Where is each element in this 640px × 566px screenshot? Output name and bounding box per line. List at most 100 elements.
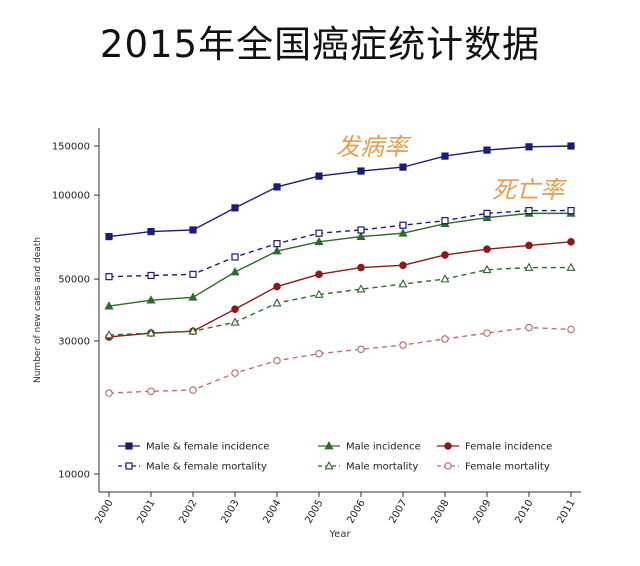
data-point (399, 221, 407, 229)
legend-item: Male & female incidence (118, 442, 269, 453)
data-point (146, 295, 156, 304)
y-axis-label: Number of new cases and death (33, 237, 43, 383)
data-point (441, 335, 449, 343)
data-point (147, 271, 155, 280)
legend-marker (125, 442, 133, 450)
data-point (566, 262, 576, 271)
y-tick-label: 150000 (52, 142, 90, 153)
data-point (272, 298, 282, 307)
y-tick-label: 30000 (58, 336, 90, 347)
data-point (440, 274, 450, 283)
data-point (567, 142, 575, 150)
legend-item: Male & female mortality (118, 462, 267, 473)
data-point (482, 264, 492, 274)
legend-label: Male mortality (346, 462, 418, 473)
legend-item: Female incidence (437, 442, 552, 453)
legend-label: Male incidence (346, 442, 421, 453)
data-point (231, 369, 239, 377)
data-point (147, 227, 155, 236)
data-point (189, 226, 197, 234)
legend-marker (324, 441, 334, 450)
data-point (356, 231, 366, 240)
data-point (399, 261, 407, 270)
data-point (525, 323, 533, 332)
data-point (230, 317, 240, 326)
x-tick-label: 2006 (345, 498, 367, 526)
data-point (105, 273, 113, 281)
legend-marker (324, 461, 334, 470)
data-point (525, 241, 533, 250)
data-point (315, 229, 323, 237)
series-line (108, 266, 571, 336)
series-line (108, 209, 571, 278)
x-tick-label: 2002 (177, 498, 199, 526)
x-tick-label: 2004 (261, 498, 283, 526)
incidence-annotation: 发病率 (336, 133, 412, 161)
data-point (230, 267, 240, 276)
data-point (315, 270, 323, 279)
data-point (357, 226, 365, 234)
legend-label: Male & female incidence (146, 442, 269, 453)
data-point (357, 263, 365, 272)
data-point (482, 212, 492, 222)
legend-label: Female incidence (465, 442, 552, 453)
data-point (189, 270, 197, 278)
data-point (483, 209, 491, 217)
data-point (483, 329, 491, 337)
legend-marker (444, 442, 452, 450)
data-point (231, 253, 239, 261)
x-tick-label: 2003 (219, 498, 241, 526)
data-point (525, 206, 533, 215)
series-0 (105, 142, 575, 241)
data-point (567, 325, 575, 334)
x-axis-label: Year (328, 529, 351, 540)
data-point (188, 292, 198, 301)
series-2 (105, 238, 575, 341)
legend-item: Male incidence (318, 441, 421, 453)
x-tick-label: 2010 (513, 498, 535, 526)
x-tick-label: 2007 (387, 498, 409, 526)
legend: Male & female incidence Male incidence Fem… (118, 441, 552, 473)
data-point (441, 152, 449, 160)
x-tick-label: 2009 (471, 498, 493, 526)
data-point (399, 341, 407, 349)
data-point (356, 284, 366, 293)
data-point (189, 386, 197, 394)
data-point (314, 289, 324, 298)
legend-item: Female mortality (437, 462, 550, 473)
data-point (272, 246, 282, 255)
data-point (524, 262, 534, 271)
data-point (273, 240, 281, 248)
data-point (146, 328, 156, 337)
data-point (188, 326, 198, 335)
data-point (231, 204, 239, 212)
data-point (273, 183, 281, 191)
data-point (105, 389, 113, 397)
y-tick-label: 10000 (58, 470, 90, 481)
page-title: 2015年全国癌症统计数据 (99, 23, 541, 66)
data-point (104, 301, 114, 310)
data-point (567, 238, 575, 246)
series-5 (105, 323, 575, 397)
data-point (567, 206, 575, 215)
y-tick-label: 100000 (52, 191, 90, 202)
data-point (314, 236, 324, 246)
data-point (315, 172, 323, 180)
series-4 (104, 262, 576, 339)
legend-marker (125, 462, 133, 470)
data-point (399, 163, 407, 171)
data-point (231, 305, 239, 313)
data-point (483, 245, 491, 253)
series-line (108, 212, 571, 307)
series-1 (104, 208, 576, 310)
x-tick-label: 2008 (429, 498, 451, 526)
x-tick-label: 2001 (135, 498, 157, 526)
data-point (357, 167, 365, 175)
x-tick-label: 2005 (303, 498, 325, 526)
data-point (483, 146, 491, 154)
data-point (273, 356, 281, 365)
series-line (108, 145, 572, 238)
series-line (108, 326, 572, 394)
